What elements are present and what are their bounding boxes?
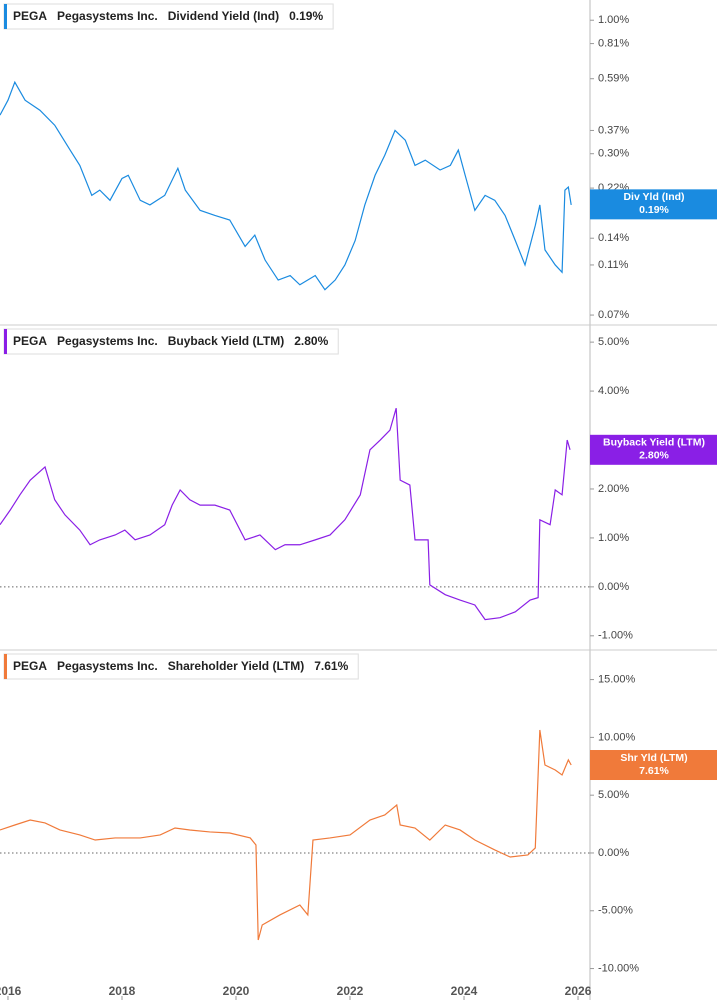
y-tick-label: -1.00% xyxy=(598,630,633,642)
ticker: PEGA xyxy=(13,9,47,23)
value-badge xyxy=(590,189,717,220)
data-line xyxy=(0,729,572,941)
x-tick-label: 2026 xyxy=(565,984,592,998)
value-badge xyxy=(590,750,717,781)
y-tick-label: 0.00% xyxy=(598,847,629,859)
x-tick-label: 2024 xyxy=(451,984,478,998)
ticker: PEGA xyxy=(13,334,47,348)
y-tick-label: 2.00% xyxy=(598,483,629,495)
y-tick-label: 15.00% xyxy=(598,673,636,685)
x-tick-label: 2020 xyxy=(223,984,250,998)
header-box xyxy=(3,328,339,355)
series-name: Buyback Yield (LTM) xyxy=(168,334,284,348)
badge-value: 2.80% xyxy=(639,450,669,462)
series-name: Dividend Yield (Ind) xyxy=(168,9,279,23)
y-tick-label: 1.00% xyxy=(598,14,629,26)
current-value: 0.19% xyxy=(289,9,323,23)
badge-value: 7.61% xyxy=(639,765,669,777)
badge-label: Buyback Yield (LTM) xyxy=(603,437,705,449)
y-tick-label: 0.37% xyxy=(598,124,629,136)
y-tick-label: 0.11% xyxy=(598,259,629,271)
badge-label: Div Yld (Ind) xyxy=(623,191,684,203)
company: Pegasystems Inc. xyxy=(57,334,158,348)
company: Pegasystems Inc. xyxy=(57,9,158,23)
y-tick-label: 4.00% xyxy=(598,385,629,397)
y-tick-label: 10.00% xyxy=(598,731,636,743)
current-value: 7.61% xyxy=(314,659,348,673)
y-tick-label: 0.81% xyxy=(598,37,629,49)
y-tick-label: 0.30% xyxy=(598,148,629,160)
y-tick-label: -5.00% xyxy=(598,905,633,917)
header-accent xyxy=(4,329,7,354)
y-tick-label: 5.00% xyxy=(598,336,629,348)
y-tick-label: -10.00% xyxy=(598,962,639,974)
ticker: PEGA xyxy=(13,659,47,673)
current-value: 2.80% xyxy=(294,334,328,348)
y-tick-label: 1.00% xyxy=(598,532,629,544)
y-tick-label: 0.00% xyxy=(598,581,629,593)
data-line xyxy=(0,408,571,621)
badge-label: Shr Yld (LTM) xyxy=(620,752,687,764)
y-tick-label: 5.00% xyxy=(598,789,629,801)
company: Pegasystems Inc. xyxy=(57,659,158,673)
y-tick-label: 0.14% xyxy=(598,232,629,244)
data-line xyxy=(0,80,572,291)
value-badge xyxy=(590,434,717,465)
y-tick-label: 0.59% xyxy=(598,73,629,85)
header-accent xyxy=(4,4,7,29)
header-box xyxy=(3,3,334,30)
series-name: Shareholder Yield (LTM) xyxy=(168,659,304,673)
x-tick-label: 2016 xyxy=(0,984,22,998)
x-tick-label: 2018 xyxy=(109,984,136,998)
y-tick-label: 0.07% xyxy=(598,309,629,321)
x-tick-label: 2022 xyxy=(337,984,364,998)
badge-value: 0.19% xyxy=(639,204,669,216)
header-accent xyxy=(4,654,7,679)
